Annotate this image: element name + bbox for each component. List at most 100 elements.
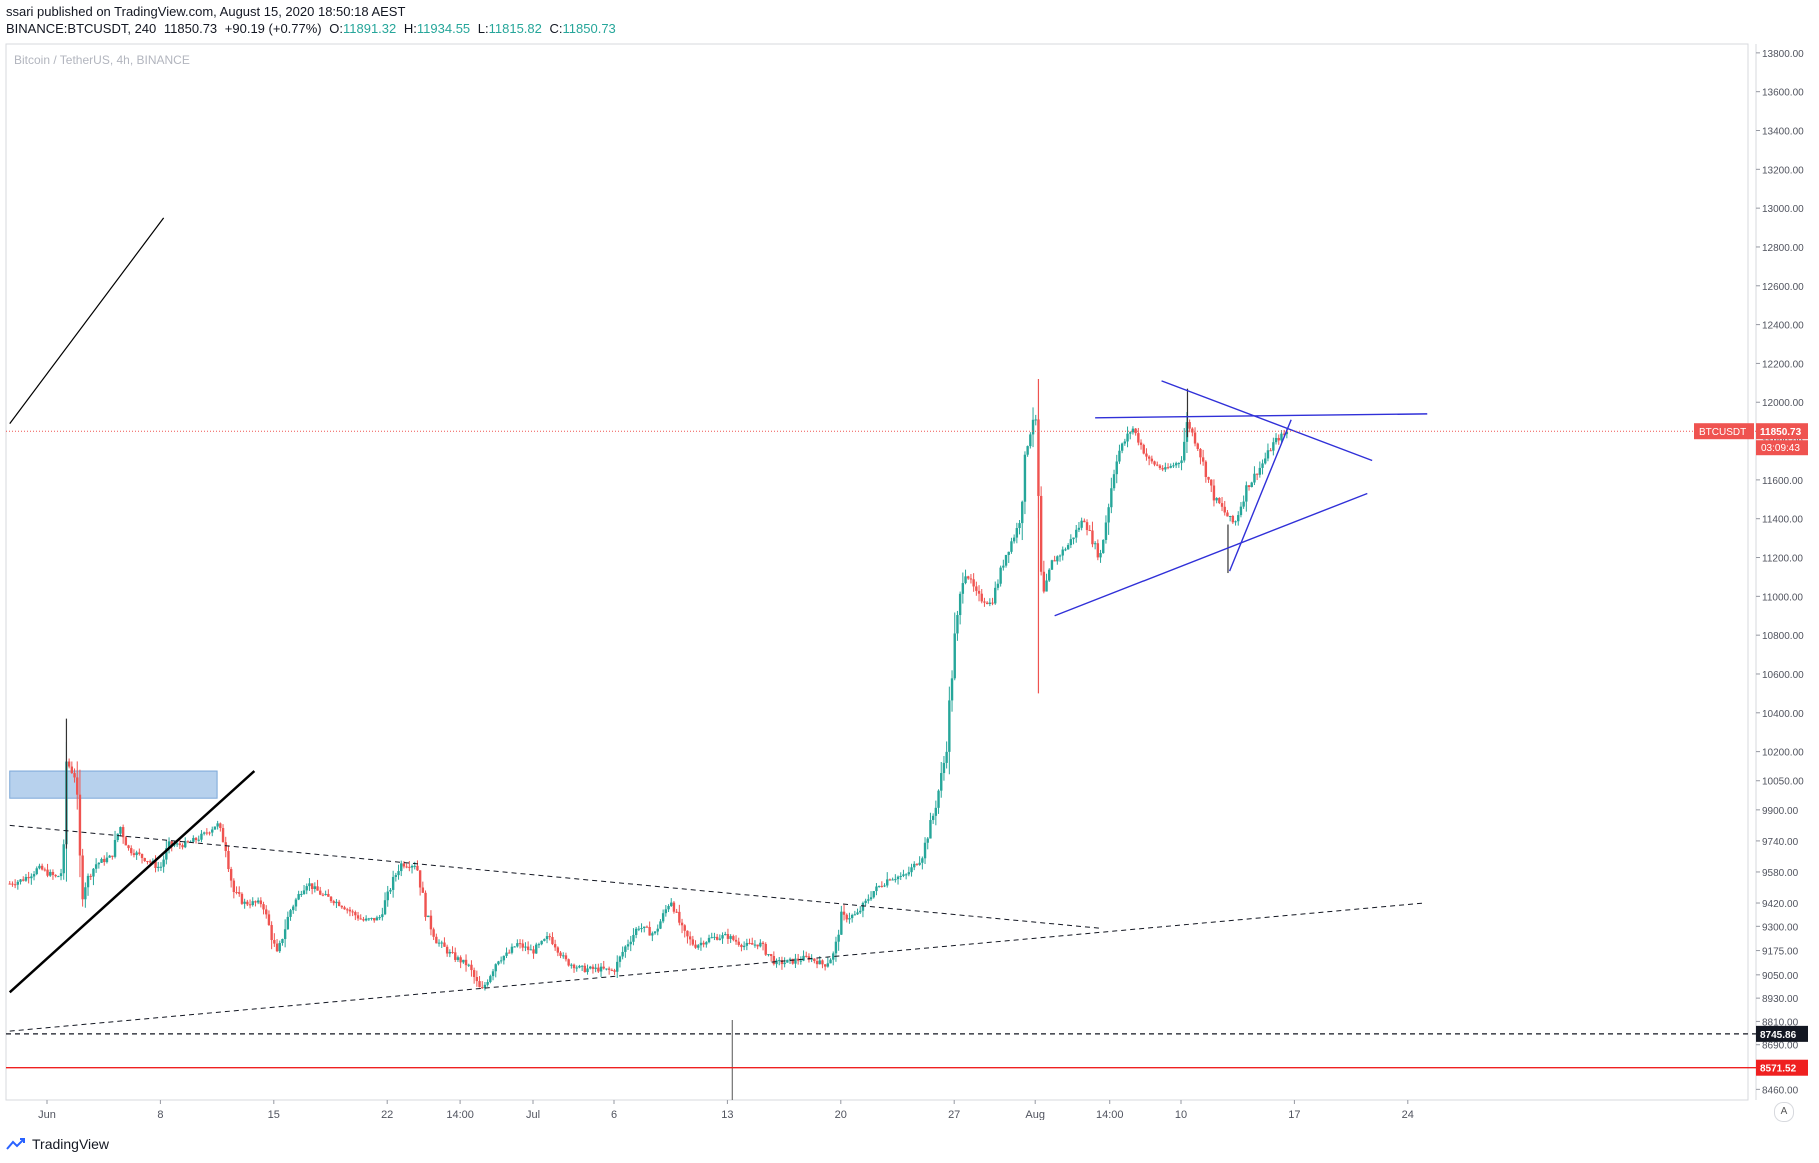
candle-body <box>8 883 11 885</box>
symbol-label[interactable]: BINANCE:BTCUSDT, 240 <box>6 21 157 36</box>
candle-body <box>335 901 338 904</box>
candle-body <box>1245 485 1248 502</box>
steep-support-line <box>1228 419 1292 572</box>
candle-body <box>548 936 551 938</box>
y-tick-label: 9740.00 <box>1762 837 1799 848</box>
candle-body <box>1120 443 1124 451</box>
candle-body <box>256 900 260 903</box>
candle-body <box>861 902 865 911</box>
chart-header: ssari published on TradingView.com, Augu… <box>0 0 1819 42</box>
candle-body <box>996 583 1000 588</box>
candle-body <box>373 917 376 921</box>
candle-body <box>489 976 492 983</box>
y-tick-label: 13600.00 <box>1762 88 1804 99</box>
candle-body <box>1048 569 1051 581</box>
candle-body <box>240 893 244 904</box>
candle-body <box>856 912 859 915</box>
candle-body <box>1137 433 1140 443</box>
candle-body <box>535 944 538 954</box>
candle-body <box>302 890 306 895</box>
candle-body <box>1069 539 1073 546</box>
candle-body <box>913 863 916 868</box>
candle-body <box>167 841 171 849</box>
candle-body <box>904 874 908 876</box>
candle-body <box>821 960 824 965</box>
candle-body <box>281 939 284 944</box>
candle-body <box>1021 501 1024 524</box>
candle-body <box>591 966 595 969</box>
candle-body <box>553 944 557 948</box>
level-label: 8571.52 <box>1760 1064 1797 1075</box>
candle-body <box>1050 560 1054 570</box>
candle-body <box>154 861 157 868</box>
candle-body <box>216 823 219 827</box>
candle-body <box>1031 419 1035 435</box>
candle-body <box>680 922 684 926</box>
candle-body <box>991 602 994 604</box>
candle-body <box>796 958 800 961</box>
candle-body <box>30 876 33 879</box>
candle-body <box>999 567 1002 584</box>
candle-body <box>972 579 975 587</box>
candle-body <box>980 593 983 602</box>
candle-body <box>383 900 387 915</box>
symbol-tag-bg <box>1694 423 1754 440</box>
candle-body <box>551 937 554 945</box>
candle-body <box>529 949 533 951</box>
candle-body <box>710 937 713 939</box>
candle-body <box>381 914 384 918</box>
candle-body <box>610 969 614 971</box>
black-trendline <box>8 770 256 994</box>
candle-body <box>915 863 919 865</box>
candle-body <box>664 909 668 914</box>
candle-body <box>713 936 716 938</box>
open-label: O: <box>329 21 343 36</box>
auto-scale-button[interactable]: A <box>1774 1102 1794 1122</box>
candle-body <box>1158 465 1162 469</box>
candle-body <box>875 886 878 892</box>
candle-body <box>748 942 751 944</box>
candle-body <box>1039 495 1043 572</box>
candle-body <box>1210 479 1213 486</box>
candle-body <box>764 943 767 955</box>
candle-body <box>956 615 959 634</box>
candle-body <box>340 905 344 908</box>
candle-body <box>667 905 670 910</box>
y-tick-label: 8930.00 <box>1762 994 1799 1005</box>
close-label: C: <box>549 21 563 36</box>
candle-body <box>742 945 746 948</box>
candle-body <box>178 843 182 846</box>
candle-body <box>767 954 770 956</box>
y-tick-label: 8690.00 <box>1762 1041 1799 1052</box>
candle-body <box>872 891 875 898</box>
candle-body <box>672 902 676 912</box>
candle-body <box>205 832 209 834</box>
high-value: 11934.55 <box>416 21 471 36</box>
tradingview-logo[interactable]: TradingView <box>6 1136 109 1152</box>
candle-body <box>586 968 589 973</box>
candle-body <box>967 576 970 579</box>
price-chart[interactable]: 13800.00 13600.00 13400.00 13200.00 13000.00… <box>0 0 1819 1120</box>
candle-body <box>834 941 838 954</box>
candle-body <box>543 939 546 941</box>
candle-body <box>1131 428 1135 433</box>
candle-body <box>715 936 719 940</box>
candle-body <box>778 960 781 962</box>
candle-body <box>570 964 573 966</box>
candle-body <box>621 951 624 957</box>
candle-body <box>424 892 427 918</box>
supply-zone-box <box>9 770 218 799</box>
candle-body <box>359 918 362 920</box>
candle-body <box>1096 543 1100 558</box>
candle-body <box>559 952 562 956</box>
candle-body <box>146 861 149 863</box>
y-tick-label: 11200.00 <box>1762 554 1803 565</box>
triangle-upper-line <box>1161 380 1373 462</box>
candle-body <box>823 964 827 967</box>
y-tick-label: 13800.00 <box>1762 49 1804 60</box>
candle-body <box>1172 465 1175 467</box>
candle-body <box>1058 555 1062 557</box>
candle-body <box>143 858 146 862</box>
candle-body <box>1196 443 1199 449</box>
candle-body <box>969 578 973 580</box>
